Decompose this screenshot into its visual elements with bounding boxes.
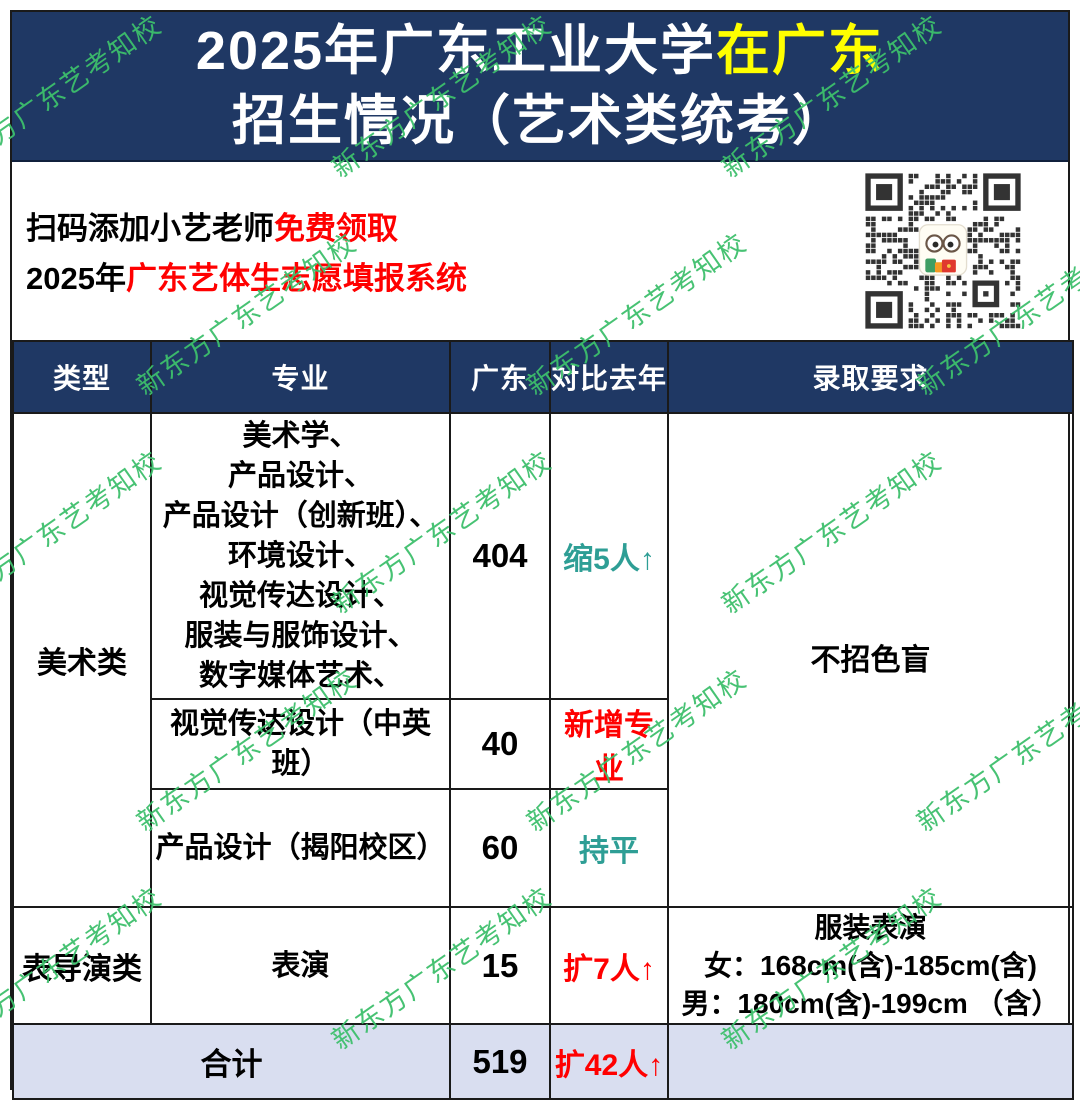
cell-compare: 扩7人↑	[549, 906, 669, 1025]
cell-compare: 持平	[549, 788, 669, 908]
promo-section: 扫码添加小艺老师免费领取 2025年广东艺体生志愿填报系统	[12, 162, 1068, 340]
header-guangdong: 广东	[449, 340, 551, 414]
promo-text: 扫码添加小艺老师免费领取 2025年广东艺体生志愿填报系统	[26, 204, 467, 304]
table-footer-row: 合计 519 扩42人↑	[12, 1023, 1074, 1100]
cell-quota: 404	[449, 412, 551, 700]
cell-quota: 15	[449, 906, 551, 1025]
header-compare: 对比去年	[549, 340, 669, 414]
cell-compare: 新增专业	[549, 698, 669, 790]
title-line-2: 招生情况（艺术类统考）	[232, 91, 848, 151]
promo-line1-red: 免费领取	[274, 211, 398, 246]
title-line1-highlight: 在广东	[716, 21, 885, 81]
table-row: 产品设计（揭阳校区） 60 持平	[13, 788, 1073, 908]
qr-random-modules	[865, 173, 1021, 329]
qr-code-image	[860, 168, 1026, 334]
cell-quota: 60	[449, 788, 551, 908]
cell-requirement: 不招色盲	[667, 412, 1074, 908]
table-row: 表导演类 表演 15 扩7人↑ 服装表演 女：168cm(含)-185cm(含)…	[12, 906, 1074, 1025]
promo-line-1: 扫码添加小艺老师免费领取	[26, 204, 467, 254]
title-banner: 2025年广东工业大学在广东 招生情况（艺术类统考）	[12, 12, 1068, 162]
poster-frame: 2025年广东工业大学在广东 招生情况（艺术类统考） 扫码添加小艺老师免费领取 …	[10, 10, 1074, 1100]
table-row: 视觉传达设计（中英班） 40 新增专业	[13, 698, 1073, 790]
cell-total-requirement	[667, 1023, 1074, 1100]
cell-major: 产品设计（揭阳校区）	[150, 788, 451, 908]
table-row: 美术类 美术学、 产品设计、 产品设计（创新班）、 环境设计、 视觉传达设计、 …	[12, 412, 1074, 908]
cell-quota: 40	[449, 698, 551, 790]
cell-requirement: 服装表演 女：168cm(含)-185cm(含) 男：180cm(含)-199c…	[667, 906, 1074, 1025]
cell-total-compare: 扩42人↑	[549, 1023, 669, 1100]
promo-line2-red: 广东艺体生志愿填报系统	[125, 261, 467, 296]
cell-major: 视觉传达设计（中英班）	[150, 698, 451, 790]
mascot-icon	[918, 224, 968, 276]
cell-type-performance: 表导演类	[12, 906, 152, 1025]
table-header-row: 类型 专业 广东 对比去年 录取要求	[12, 340, 1074, 414]
cell-major-list: 美术学、 产品设计、 产品设计（创新班）、 环境设计、 视觉传达设计、 服装与服…	[150, 412, 451, 700]
qr-code	[860, 168, 1026, 334]
promo-line2-black: 2025年	[26, 261, 126, 296]
admission-table: 类型 专业 广东 对比去年 录取要求 美术类 美术学、 产品设计、 产品设计（创…	[12, 340, 1074, 1100]
promo-line1-black: 扫码添加小艺老师	[26, 211, 274, 246]
header-major: 专业	[150, 340, 451, 414]
promo-line-2: 2025年广东艺体生志愿填报系统	[26, 254, 467, 304]
cell-compare: 缩5人↑	[549, 412, 669, 700]
title-line1-text: 2025年广东工业大学	[195, 21, 717, 81]
header-requirement: 录取要求	[667, 340, 1074, 414]
cell-total-label: 合计	[12, 1023, 451, 1100]
header-type: 类型	[12, 340, 152, 414]
cell-type-art: 美术类	[12, 412, 152, 908]
cell-major: 表演	[150, 906, 451, 1025]
cell-total-quota: 519	[449, 1023, 551, 1100]
title-line-1: 2025年广东工业大学在广东	[196, 16, 884, 86]
